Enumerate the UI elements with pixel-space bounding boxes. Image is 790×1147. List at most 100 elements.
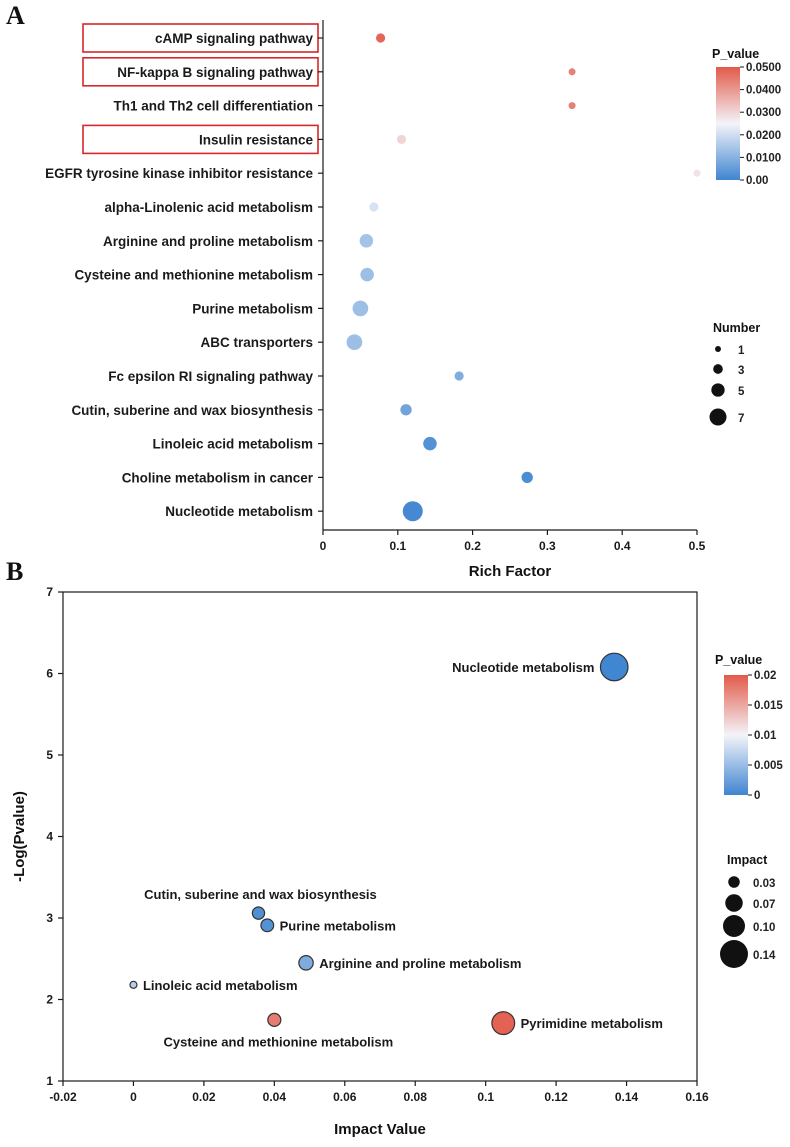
y-tick-label-b: 1	[46, 1074, 53, 1088]
colorbar-label-a: 0.0400	[746, 85, 781, 97]
data-point-a	[360, 267, 374, 282]
legend-title-impact: Impact	[727, 853, 768, 867]
data-point-b	[298, 955, 314, 971]
point-label-b: Cutin, suberine and wax biosynthesis	[144, 887, 377, 902]
panel-a-label: A	[6, 1, 25, 30]
colorbar-label-b: 0.005	[754, 760, 783, 772]
legend-title-number: Number	[713, 321, 760, 335]
size-legend-b: Impact 0.03 0.07 0.10 0.14	[720, 853, 776, 968]
colorbar-b	[724, 675, 748, 795]
data-point-b	[599, 652, 629, 682]
data-point-a	[400, 404, 412, 416]
chart-a: cAMP signaling pathway NF-kappa B signali…	[45, 20, 781, 580]
data-point-b	[129, 980, 138, 989]
y-tick-label-b: 5	[46, 748, 53, 762]
y-tick-label-b: 7	[46, 585, 53, 599]
data-point-a	[568, 102, 576, 110]
x-tick-label-b: 0.08	[404, 1090, 428, 1104]
x-tick-label-b: 0.1	[477, 1090, 494, 1104]
y-tick-label-b: 6	[46, 667, 53, 681]
pathway-label: Insulin resistance	[199, 132, 314, 147]
x-tick-label-a: 0.4	[614, 539, 631, 553]
data-point-a	[376, 33, 386, 43]
x-ticks-a: 0 0.1 0.2 0.3 0.4 0.5	[320, 530, 706, 553]
pathway-label: Purine metabolism	[192, 301, 313, 316]
chart-b: -0.02 0 0.02 0.04 0.06 0.08 0.1 0.12 0.14 0.16 1 2…	[11, 585, 783, 1138]
x-tick-label-a: 0.5	[689, 539, 706, 553]
data-point-a	[521, 471, 533, 484]
pathway-label: Nucleotide metabolism	[165, 504, 313, 519]
point-label-b: Pyrimidine metabolism	[521, 1016, 663, 1031]
pathway-label: Linoleic acid metabolism	[152, 437, 313, 452]
pathway-label: Fc epsilon RI signaling pathway	[108, 369, 313, 384]
data-point-a	[396, 134, 407, 144]
pathway-labels: cAMP signaling pathway NF-kappa B signali…	[45, 31, 323, 519]
panel-b-label: B	[6, 557, 23, 586]
pathway-label: EGFR tyrosine kinase inhibitor resistanc…	[45, 166, 313, 181]
color-legend-a: P_value 0.00 0.0100 0.0200 0.0300 0.0400 0.050…	[712, 47, 781, 187]
size-legend-label-a: 1	[738, 345, 745, 357]
pathway-label: Arginine and proline metabolism	[103, 234, 313, 249]
x-ticks-b: -0.02 0 0.02 0.04 0.06 0.08 0.1 0.12 0.14 0.16	[49, 1081, 709, 1104]
size-legend-label-b: 0.07	[753, 899, 775, 911]
y-tick-label-b: 4	[46, 830, 53, 844]
x-tick-label-b: 0	[130, 1090, 137, 1104]
pathway-label: cAMP signaling pathway	[155, 31, 314, 46]
size-legend-a: Number 1 3 5 7	[709, 321, 760, 426]
data-point-a	[568, 68, 576, 76]
size-legend-dot-a	[711, 383, 725, 397]
pathway-label: NF-kappa B signaling pathway	[117, 65, 313, 80]
x-tick-label-b: 0.16	[685, 1090, 709, 1104]
point-label-b: Linoleic acid metabolism	[143, 978, 298, 993]
data-point-a	[346, 334, 363, 351]
size-legend-label-a: 7	[738, 413, 744, 425]
point-label-b: Arginine and proline metabolism	[319, 956, 521, 971]
colorbar-label-a: 0.00	[746, 175, 768, 187]
pathway-label: Choline metabolism in cancer	[122, 470, 314, 485]
data-point-a	[693, 169, 701, 177]
size-legend-label-b: 0.14	[753, 950, 776, 962]
pathway-label: Th1 and Th2 cell differentiation	[113, 99, 313, 114]
color-legend-b: P_value 0 0.005 0.01 0.015 0.02	[715, 653, 783, 802]
size-legend-label-b: 0.03	[753, 878, 775, 890]
colorbar-label-b: 0	[754, 790, 760, 802]
colorbar-label-a: 0.0200	[746, 130, 781, 142]
x-axis-title-b: Impact Value	[334, 1121, 426, 1138]
data-point-a	[402, 501, 423, 522]
colorbar-a	[716, 67, 740, 180]
x-tick-label-a: 0.1	[389, 539, 406, 553]
pathway-label: ABC transporters	[200, 335, 313, 350]
colorbar-label-b: 0.01	[754, 730, 777, 742]
data-points-a	[346, 33, 701, 522]
data-point-b	[267, 1012, 282, 1027]
y-tick-label-b: 3	[46, 911, 53, 925]
point-label-b: Purine metabolism	[280, 918, 396, 933]
size-legend-dot-b	[723, 915, 745, 937]
size-legend-label-a: 5	[738, 386, 745, 398]
size-legend-label-a: 3	[738, 365, 744, 377]
data-point-a	[359, 234, 374, 248]
legend-title-pvalue-a: P_value	[712, 47, 759, 61]
size-legend-dot-a	[709, 408, 727, 426]
x-tick-label-b: -0.02	[49, 1090, 77, 1104]
size-legend-dot-a	[713, 364, 723, 374]
x-tick-label-b: 0.02	[192, 1090, 216, 1104]
data-points-b: Nucleotide metabolism Cutin, suberine and…	[129, 652, 663, 1049]
colorbar-label-a: 0.0100	[746, 152, 781, 164]
colorbar-label-a: 0.0300	[746, 107, 781, 119]
data-point-b	[251, 906, 266, 920]
data-point-b	[260, 918, 275, 933]
data-point-b	[491, 1011, 516, 1036]
pathway-label: Cysteine and methionine metabolism	[74, 268, 313, 283]
y-ticks-b: 1 2 3 4 5 6 7	[46, 585, 63, 1088]
colorbar-label-b: 0.015	[754, 700, 783, 712]
size-legend-dot-b	[728, 876, 740, 888]
size-legend-dot-b	[725, 894, 743, 912]
x-tick-label-a: 0.3	[539, 539, 556, 553]
size-legend-dot-b	[720, 940, 748, 968]
x-tick-label-a: 0	[320, 539, 327, 553]
data-point-a	[352, 300, 369, 317]
data-point-a	[454, 371, 464, 381]
y-axis-title-b: -Log(Pvalue)	[11, 791, 28, 882]
size-legend-dot-a	[715, 346, 721, 352]
